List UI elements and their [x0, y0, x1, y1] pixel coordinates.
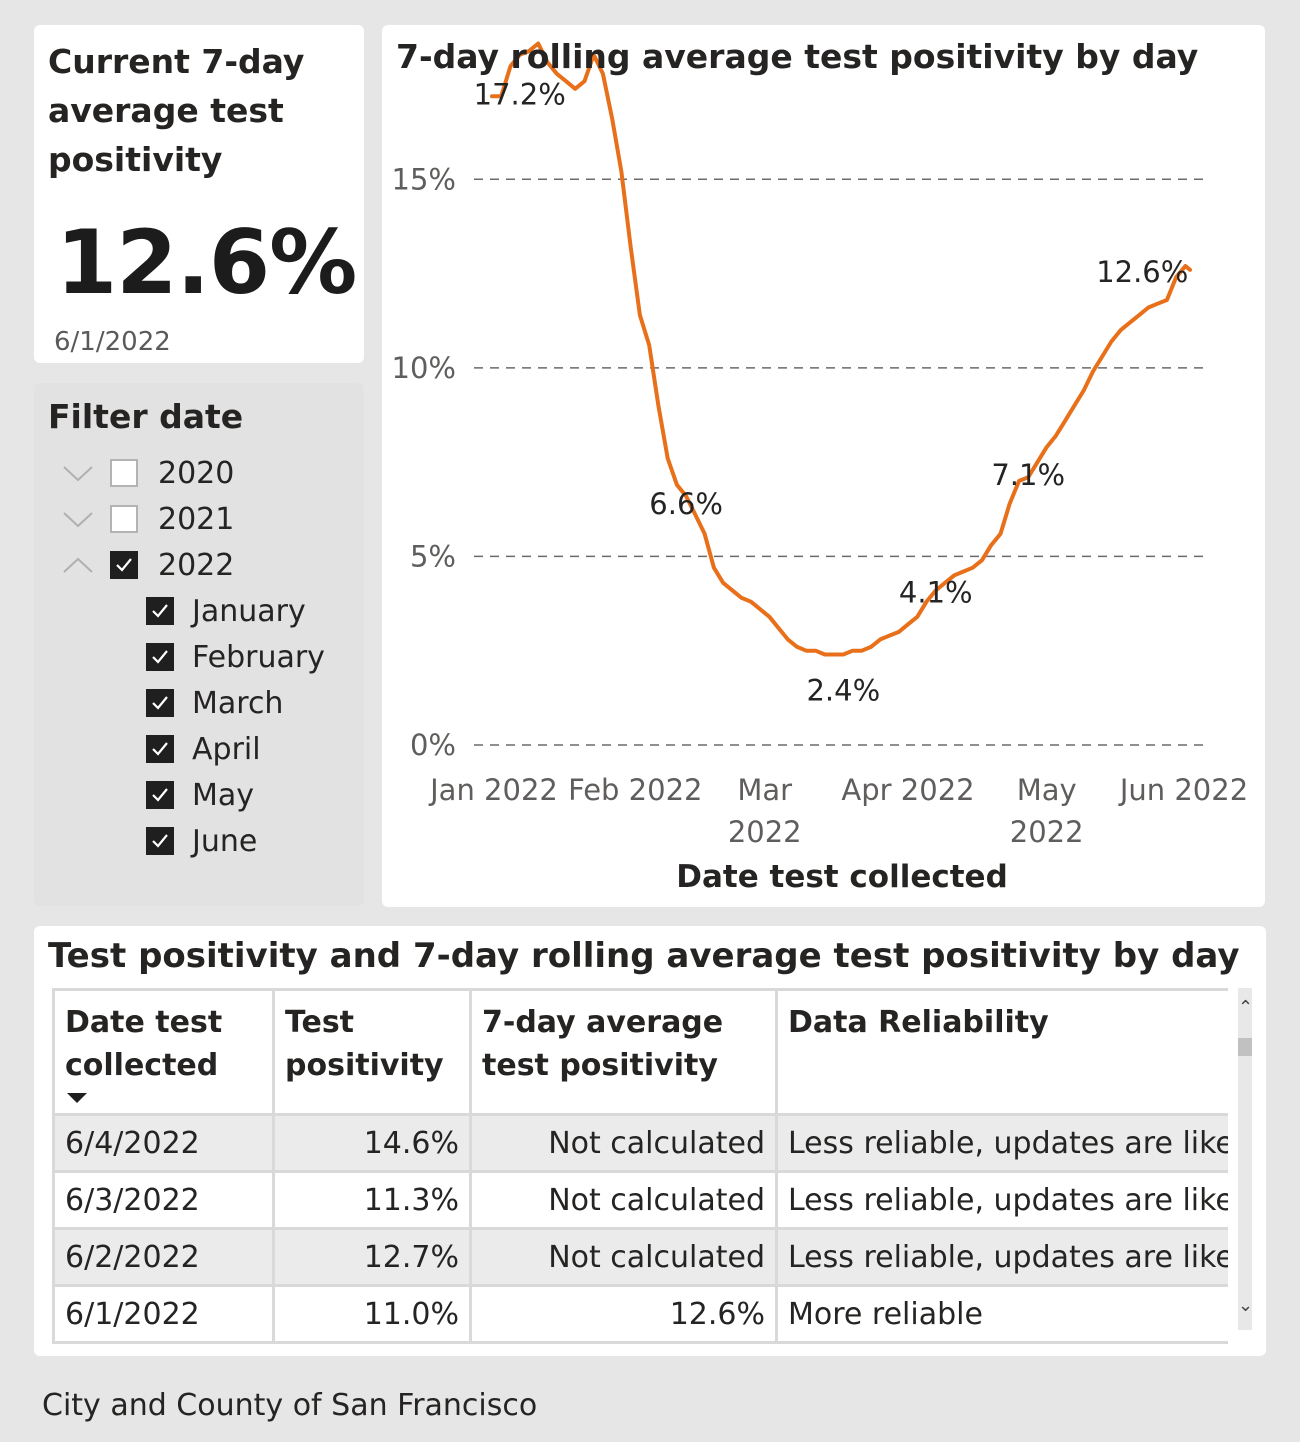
tree-item-2022[interactable]: 2022	[60, 545, 234, 585]
chevron-down-icon[interactable]	[60, 455, 96, 491]
kpi-card: Current 7-day average test positivity 12…	[34, 25, 364, 363]
checkbox-2020[interactable]	[110, 459, 138, 487]
date-filter-slicer: Filter date 2020 2021 2022 January Febru…	[34, 383, 364, 906]
checkbox-may[interactable]	[146, 781, 174, 809]
x-tick-label: Jun 2022	[1118, 773, 1248, 807]
checkbox-april[interactable]	[146, 735, 174, 763]
checkbox-february[interactable]	[146, 643, 174, 671]
cell-data-reliability: More reliable	[775, 1284, 1228, 1344]
checkmark-icon	[152, 696, 168, 710]
kpi-date: 6/1/2022	[54, 327, 171, 357]
tree-label-2020: 2020	[158, 455, 235, 491]
cell-7-day-average: Not calculated	[469, 1227, 778, 1287]
tree-item-march[interactable]: March	[146, 683, 283, 723]
checkmark-icon	[152, 834, 168, 848]
line-chart[interactable]: 0% 5% 10% 15% Jan 2022 Feb 2022 Mar 2022 Apr 202…	[382, 25, 1265, 907]
data-table: Date test collected Test positivity 7-da…	[52, 988, 1228, 1346]
cell-data-reliability: Less reliable, updates are likely	[775, 1227, 1228, 1287]
table-scrollbar[interactable]: ⌃ ⌄	[1238, 988, 1254, 1330]
checkbox-2021[interactable]	[110, 505, 138, 533]
column-header-7-day-average[interactable]: 7-day average test positivity	[469, 988, 778, 1116]
data-label: 6.6%	[649, 487, 723, 521]
scroll-down-icon[interactable]: ⌄	[1238, 1295, 1254, 1316]
line-chart-card: 0% 5% 10% 15% Jan 2022 Feb 2022 Mar 2022 Apr 202…	[382, 25, 1265, 907]
data-label: 2.4%	[806, 673, 880, 707]
filter-title: Filter date	[48, 397, 244, 436]
checkmark-icon	[152, 742, 168, 756]
tree-item-april[interactable]: April	[146, 729, 261, 769]
data-label: 12.6%	[1096, 255, 1188, 289]
cell-test-positivity: 11.0%	[272, 1284, 472, 1344]
table-header-row: Date test collected Test positivity 7-da…	[52, 988, 1228, 1116]
cell-test-positivity: 14.6%	[272, 1113, 472, 1173]
checkbox-january[interactable]	[146, 597, 174, 625]
cell-date: 6/2/2022	[52, 1227, 275, 1287]
x-tick-label: Apr 2022	[841, 773, 974, 807]
data-label: 17.2%	[474, 77, 566, 111]
kpi-title: Current 7-day average test positivity	[48, 42, 305, 179]
x-tick-label: Feb 2022	[568, 773, 702, 807]
tree-label-june: June	[192, 823, 258, 859]
sort-descending-icon[interactable]	[67, 1093, 87, 1103]
checkbox-2022[interactable]	[110, 551, 138, 579]
footer-attribution: City and County of San Francisco	[42, 1388, 538, 1423]
cell-7-day-average: 12.6%	[469, 1284, 778, 1344]
table-row[interactable]: 6/1/2022 11.0% 12.6% More reliable	[52, 1284, 1228, 1344]
y-tick-label: 0%	[410, 728, 456, 762]
series-line	[490, 41, 1192, 657]
tree-item-january[interactable]: January	[146, 591, 306, 631]
cell-test-positivity: 12.7%	[272, 1227, 472, 1287]
tree-item-june[interactable]: June	[146, 821, 257, 861]
cell-7-day-average: Not calculated	[469, 1113, 778, 1173]
x-tick-label: Jan 2022	[428, 773, 558, 807]
y-tick-label: 5%	[410, 539, 456, 573]
tree-label-april: April	[192, 731, 261, 767]
tree-item-2020[interactable]: 2020	[60, 453, 234, 493]
tree-label-february: February	[192, 639, 325, 675]
tree-label-may: May	[192, 777, 255, 813]
tree-label-march: March	[192, 685, 284, 721]
checkbox-march[interactable]	[146, 689, 174, 717]
scroll-thumb[interactable]	[1238, 1038, 1252, 1056]
tree-label-2022: 2022	[158, 547, 235, 583]
data-label: 7.1%	[991, 458, 1065, 492]
chart-title: 7-day rolling average test positivity by…	[396, 37, 1199, 76]
y-tick-label: 10%	[392, 351, 456, 385]
table-card: Test positivity and 7-day rolling averag…	[34, 926, 1266, 1356]
x-tick-label: May 2022	[1010, 773, 1084, 849]
column-header-test-positivity[interactable]: Test positivity	[272, 988, 472, 1116]
x-axis-title: Date test collected	[676, 859, 1008, 895]
cell-data-reliability: Less reliable, updates are likely	[775, 1170, 1228, 1230]
cell-date: 6/4/2022	[52, 1113, 275, 1173]
y-tick-label: 15%	[392, 162, 456, 196]
table-row[interactable]: 6/2/2022 12.7% Not calculated Less relia…	[52, 1227, 1228, 1287]
tree-label-january: January	[192, 593, 306, 629]
cell-test-positivity: 11.3%	[272, 1170, 472, 1230]
chevron-up-icon[interactable]	[60, 547, 96, 583]
cell-7-day-average: Not calculated	[469, 1170, 778, 1230]
cell-date: 6/1/2022	[52, 1284, 275, 1344]
table-title: Test positivity and 7-day rolling averag…	[48, 936, 1240, 976]
tree-item-february[interactable]: February	[146, 637, 325, 677]
chevron-down-icon[interactable]	[60, 501, 96, 537]
checkmark-icon	[152, 788, 168, 802]
table-row[interactable]: 6/4/2022 14.6% Not calculated Less relia…	[52, 1113, 1228, 1173]
column-header-date[interactable]: Date test collected	[52, 988, 275, 1116]
tree-item-2021[interactable]: 2021	[60, 499, 234, 539]
checkmark-icon	[116, 558, 132, 572]
table-row[interactable]: 6/3/2022 11.3% Not calculated Less relia…	[52, 1170, 1228, 1230]
checkmark-icon	[152, 604, 168, 618]
data-label: 4.1%	[899, 575, 973, 609]
column-header-data-reliability[interactable]: Data Reliability	[775, 988, 1228, 1116]
tree-item-may[interactable]: May	[146, 775, 254, 815]
cell-data-reliability: Less reliable, updates are likely	[775, 1113, 1228, 1173]
kpi-value: 12.6%	[56, 211, 357, 314]
checkmark-icon	[152, 650, 168, 664]
tree-label-2021: 2021	[158, 501, 235, 537]
checkbox-june[interactable]	[146, 827, 174, 855]
cell-date: 6/3/2022	[52, 1170, 275, 1230]
scroll-up-icon[interactable]: ⌃	[1238, 997, 1254, 1018]
x-tick-label: Mar 2022	[728, 773, 802, 849]
